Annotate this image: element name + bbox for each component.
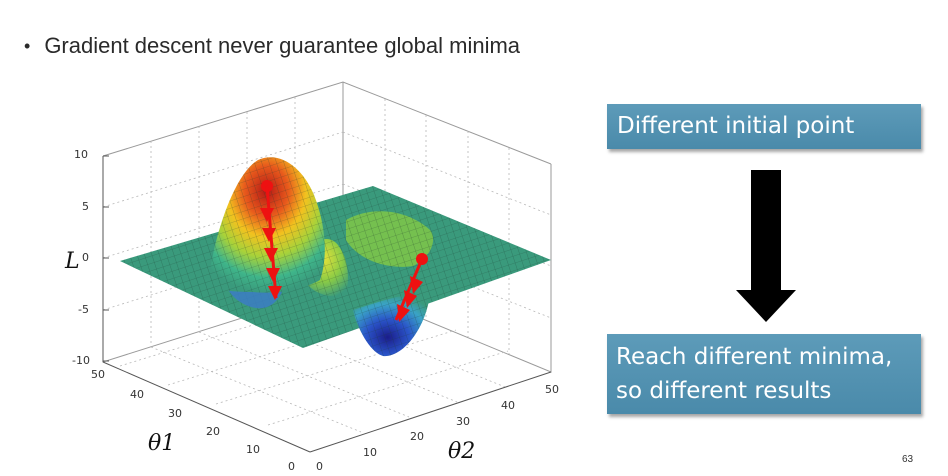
bullet-text: Gradient descent never guarantee global … xyxy=(44,33,521,58)
down-arrow-icon xyxy=(734,170,798,322)
z-tick: -10 xyxy=(72,354,90,367)
z-tick: -5 xyxy=(78,303,89,316)
theta2-tick: 40 xyxy=(501,399,515,412)
slide-page-number: 63 xyxy=(902,454,914,465)
slide-bullet: • Gradient descent never guarantee globa… xyxy=(24,33,520,59)
theta2-tick: 50 xyxy=(545,383,559,396)
z-axis-label: L xyxy=(64,249,80,274)
descent-arrowhead xyxy=(264,248,278,262)
descent-path-pit xyxy=(394,253,428,322)
bullet-marker: • xyxy=(24,36,31,56)
different-minima-callout: Reach different minima, so different res… xyxy=(607,334,921,414)
theta1-tick: 40 xyxy=(130,388,144,401)
z-tick: 5 xyxy=(82,200,89,213)
theta2-tick: 20 xyxy=(410,430,424,443)
descent-arrowhead xyxy=(397,304,410,322)
descent-path-peak xyxy=(260,180,282,300)
theta2-axis-label: θ2 xyxy=(448,439,475,464)
loss-surface-plot: 10 5 0 -5 -10 50 40 30 20 10 0 0 10 20 xyxy=(58,80,578,476)
callout-bottom-line2: so different results xyxy=(616,378,832,404)
z-tick-marks xyxy=(103,155,109,362)
theta2-tick: 0 xyxy=(316,460,323,473)
descent-arrowhead xyxy=(260,208,274,222)
z-axis-ticks: 10 5 0 -5 -10 xyxy=(72,148,90,367)
theta2-tick: 30 xyxy=(456,415,470,428)
theta1-tick: 50 xyxy=(91,368,105,381)
theta2-tick: 10 xyxy=(363,446,377,459)
theta1-tick: 10 xyxy=(246,443,260,456)
theta2-ticks: 0 10 20 30 40 50 xyxy=(316,383,559,473)
descent-arrowhead xyxy=(266,268,280,282)
theta1-ticks: 50 40 30 20 10 0 xyxy=(91,368,295,473)
initial-point-callout: Different initial point xyxy=(607,104,921,149)
axis-box-front xyxy=(102,156,552,453)
descent-arrowhead xyxy=(262,228,276,242)
callout-top-text: Different initial point xyxy=(617,113,855,139)
descent-arrowhead xyxy=(268,286,282,300)
callout-bottom-line1: Reach different minima, xyxy=(616,344,893,370)
descent-arrowhead xyxy=(404,290,417,308)
descent-arrowhead xyxy=(410,276,423,294)
z-tick: 0 xyxy=(82,251,89,264)
theta1-tick: 0 xyxy=(288,460,295,473)
z-tick: 10 xyxy=(74,148,88,161)
theta1-tick: 30 xyxy=(168,407,182,420)
theta1-tick: 20 xyxy=(206,425,220,438)
theta1-axis-label: θ1 xyxy=(148,431,175,456)
